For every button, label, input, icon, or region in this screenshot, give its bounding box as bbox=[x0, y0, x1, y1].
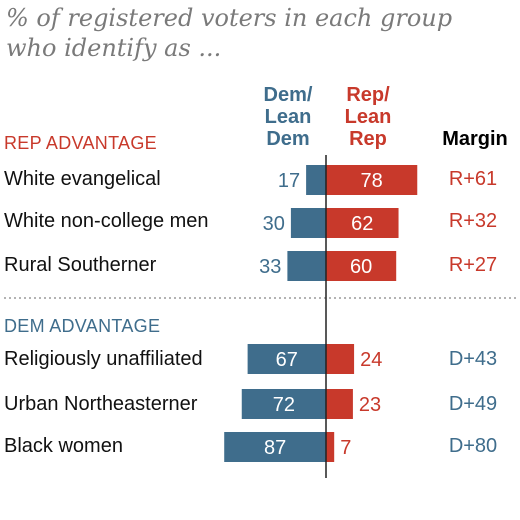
margin-value: R+61 bbox=[448, 168, 498, 190]
dem-column-header: Dem/ Lean Dem bbox=[252, 84, 324, 150]
dem-bar bbox=[241, 389, 326, 419]
rep-value-label: 78 bbox=[361, 170, 383, 192]
dem-advantage-heading: DEM ADVANTAGE bbox=[4, 316, 161, 336]
rep-value-label: 62 bbox=[351, 213, 373, 235]
category-label: White non-college men bbox=[4, 210, 209, 232]
dem-bar bbox=[306, 165, 326, 195]
margin-value: D+80 bbox=[448, 435, 498, 457]
category-label: White evangelical bbox=[4, 168, 161, 190]
dem-header-line-3: Dem bbox=[266, 128, 310, 150]
margin-value: R+32 bbox=[448, 210, 498, 232]
rep-value-label: 23 bbox=[359, 394, 381, 416]
dem-bar bbox=[247, 344, 326, 374]
rep-value-label: 24 bbox=[360, 349, 382, 371]
rep-header-line-2: Lean bbox=[344, 106, 392, 128]
rep-header-line-1: Rep/ bbox=[346, 84, 390, 106]
category-label: Rural Southerner bbox=[4, 254, 157, 276]
dem-bar bbox=[287, 251, 326, 281]
rep-advantage-heading: REP ADVANTAGE bbox=[4, 133, 157, 153]
rep-bar bbox=[326, 251, 397, 281]
dem-header-line-2: Lean bbox=[264, 106, 312, 128]
rep-bar bbox=[326, 208, 399, 238]
rep-header-line-3: Rep bbox=[349, 128, 387, 150]
rep-column-header: Rep/ Lean Rep bbox=[330, 84, 406, 150]
dem-value-label: 30 bbox=[263, 213, 285, 235]
margin-value: R+27 bbox=[448, 254, 498, 276]
margin-column-header: Margin bbox=[442, 128, 508, 150]
category-label: Religiously unaffiliated bbox=[4, 348, 203, 370]
dem-header-line-1: Dem/ bbox=[263, 84, 313, 106]
rep-bar bbox=[326, 344, 355, 374]
chart-title-line-2: who identify as ... bbox=[6, 34, 222, 62]
chart-title-line-1: % of registered voters in each group bbox=[6, 4, 453, 32]
dem-bar bbox=[290, 208, 326, 238]
dem-bar bbox=[224, 432, 326, 462]
rep-value-label: 7 bbox=[340, 437, 351, 459]
rep-value-label: 60 bbox=[350, 256, 372, 278]
margin-value: D+49 bbox=[448, 393, 498, 415]
category-label: Black women bbox=[4, 435, 123, 457]
dem-value-label: 17 bbox=[278, 170, 300, 192]
rep-bar bbox=[326, 432, 335, 462]
category-label: Urban Northeasterner bbox=[4, 393, 198, 415]
dem-value-label: 87 bbox=[264, 437, 286, 459]
dem-value-label: 72 bbox=[273, 394, 295, 416]
rep-bar bbox=[326, 389, 353, 419]
rep-bar bbox=[326, 165, 418, 195]
margin-value: D+43 bbox=[448, 348, 498, 370]
dem-value-label: 33 bbox=[259, 256, 281, 278]
dem-value-label: 67 bbox=[276, 349, 298, 371]
